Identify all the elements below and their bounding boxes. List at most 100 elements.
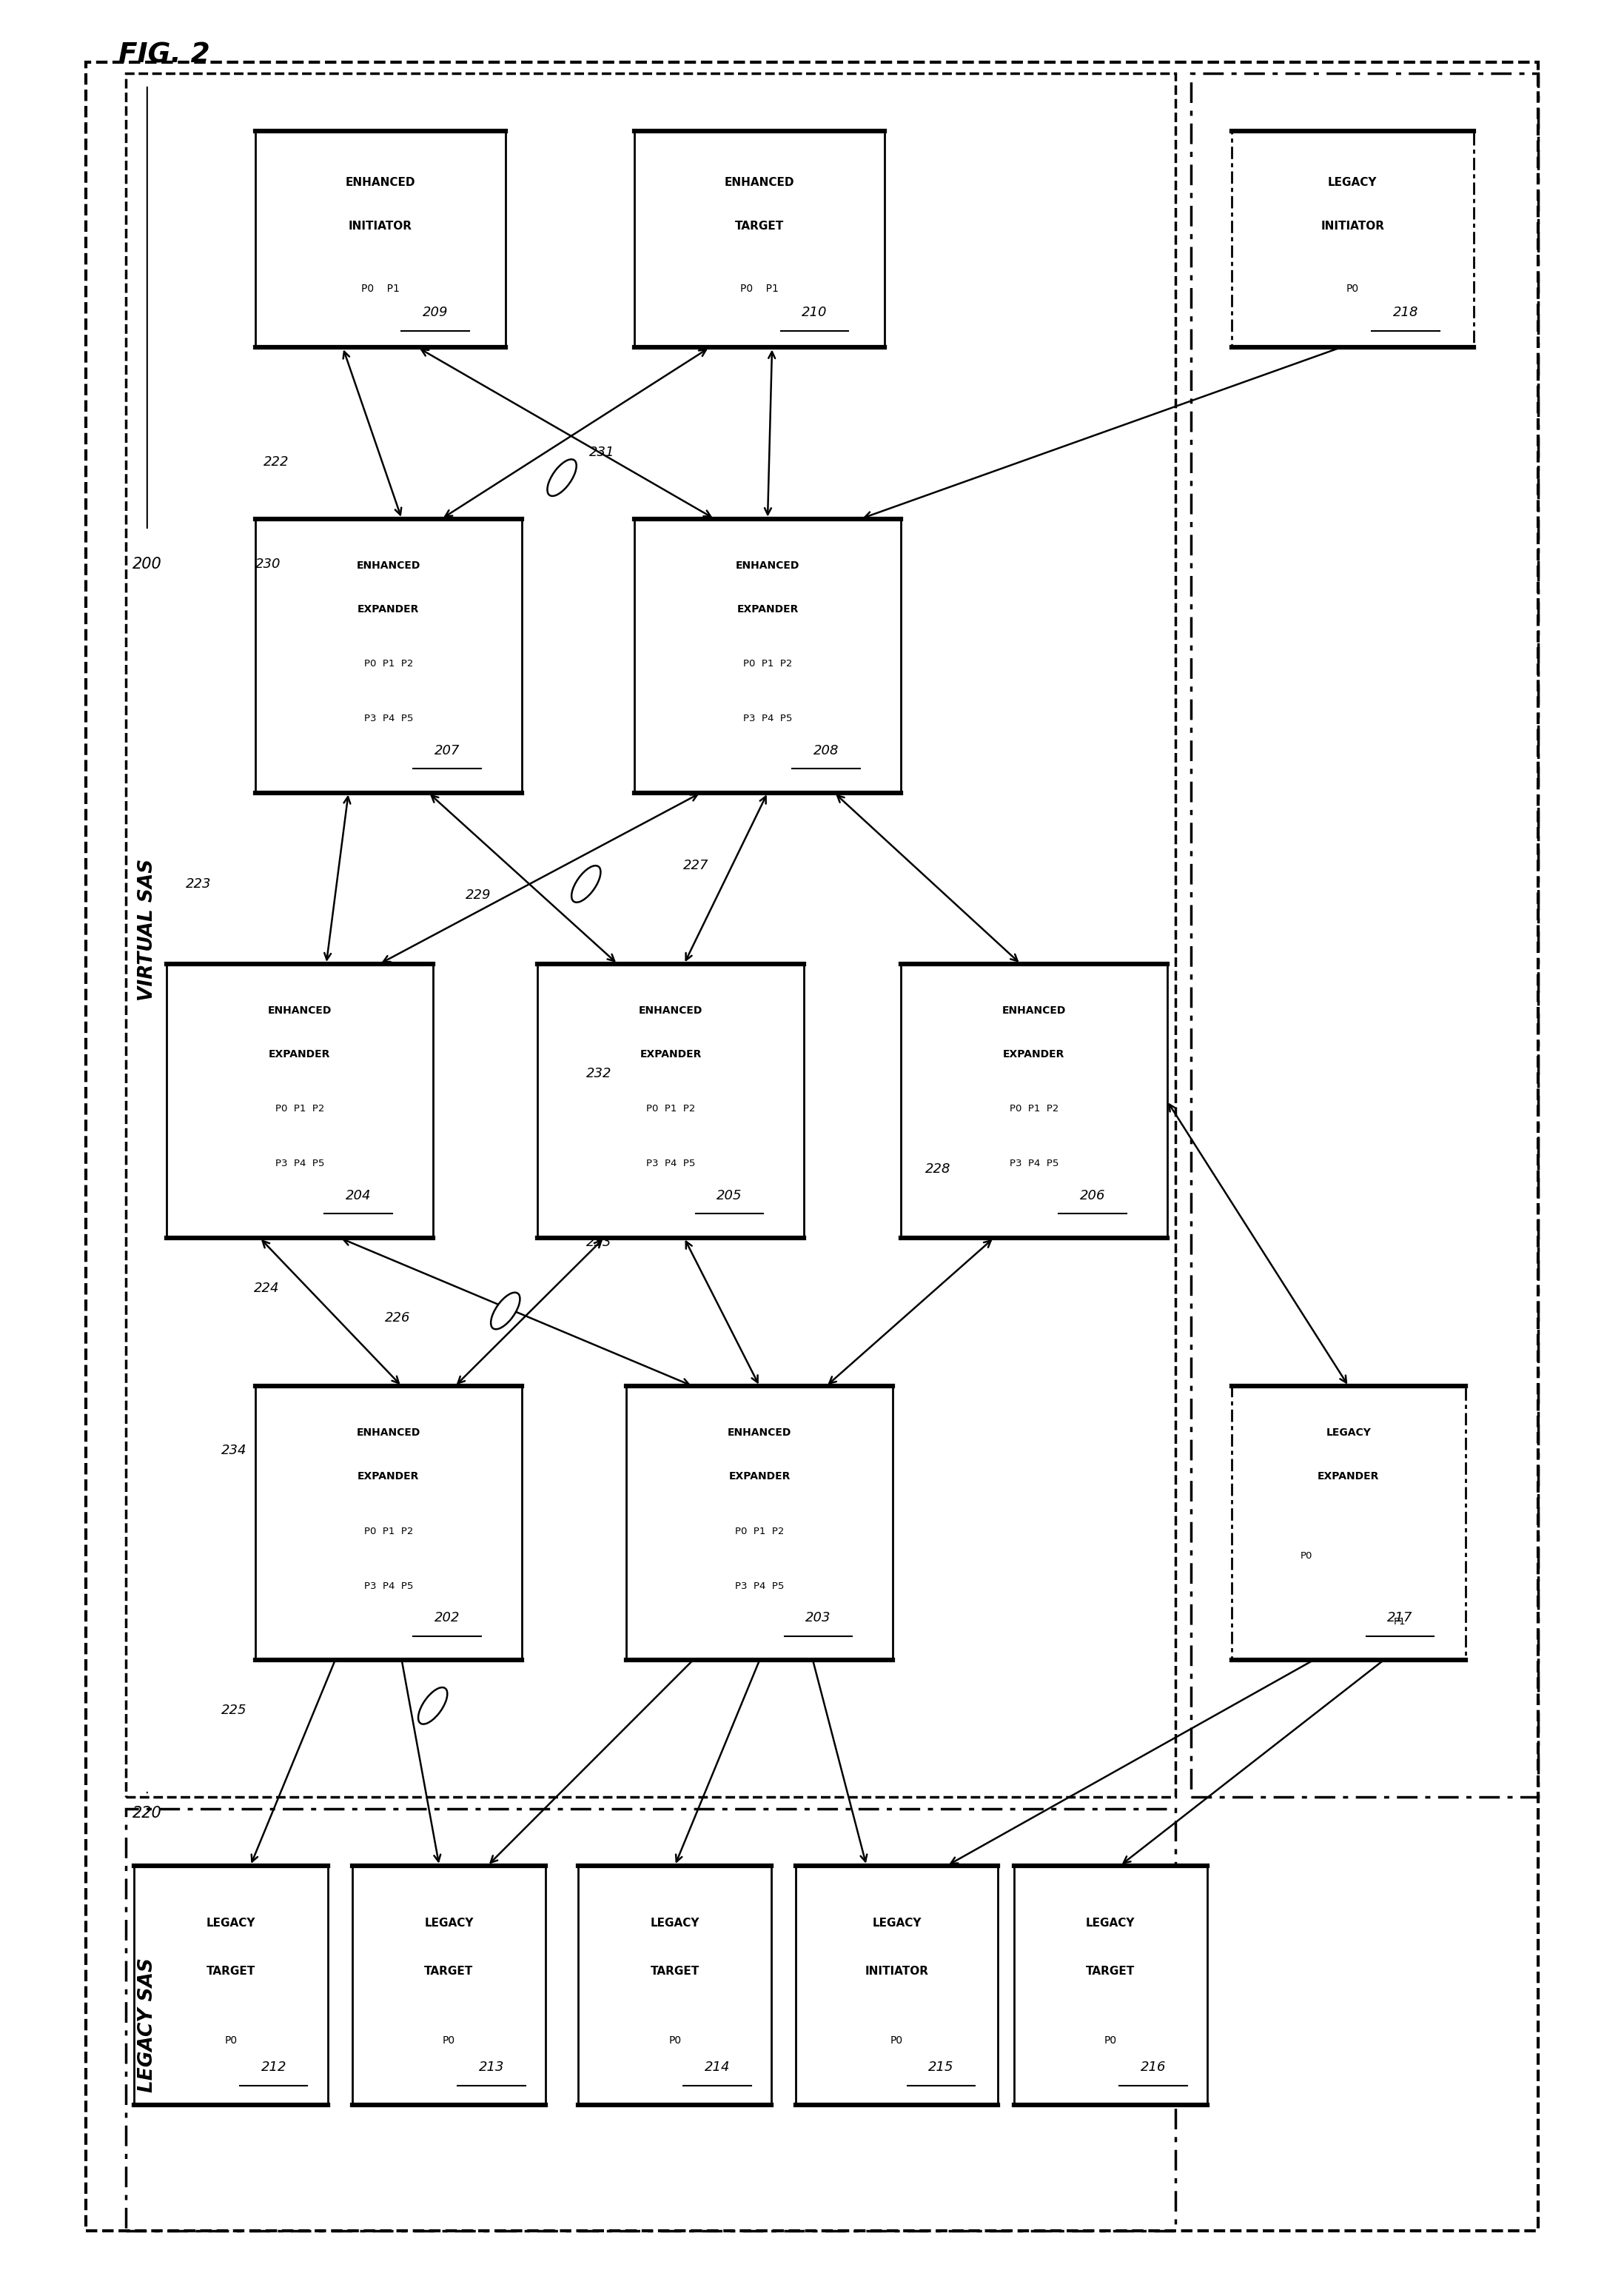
Text: P0: P0: [669, 2036, 680, 2045]
Text: P3  P4  P5: P3 P4 P5: [274, 1158, 325, 1169]
Text: 222: 222: [263, 454, 289, 468]
Text: 230: 230: [255, 557, 281, 571]
Text: LEGACY: LEGACY: [1327, 1429, 1371, 1438]
Text: 205: 205: [716, 1188, 742, 1202]
Text: P0    P1: P0 P1: [741, 284, 780, 294]
Text: LEGACY: LEGACY: [650, 1917, 700, 1928]
Text: LEGACY: LEGACY: [1086, 1917, 1135, 1928]
Bar: [635, 518, 901, 793]
Text: 214: 214: [705, 2061, 731, 2075]
Text: 224: 224: [253, 1282, 279, 1296]
Text: TARGET: TARGET: [206, 1965, 255, 1977]
Ellipse shape: [419, 1688, 447, 1724]
Text: P0: P0: [1301, 1550, 1312, 1562]
Text: FIG. 2: FIG. 2: [119, 41, 209, 69]
Text: 208: 208: [814, 743, 840, 757]
Text: P3  P4  P5: P3 P4 P5: [1010, 1158, 1059, 1169]
Text: 234: 234: [221, 1442, 247, 1456]
Bar: [578, 1867, 771, 2105]
Text: INITIATOR: INITIATOR: [349, 220, 412, 232]
Text: P0: P0: [890, 2036, 903, 2045]
Bar: [796, 1867, 997, 2105]
Text: 225: 225: [221, 1704, 247, 1717]
Text: ENHANCED: ENHANCED: [724, 177, 794, 188]
Text: 216: 216: [1140, 2061, 1166, 2075]
Bar: [1231, 1387, 1465, 1660]
Text: TARGET: TARGET: [650, 1965, 700, 1977]
Text: 223: 223: [187, 878, 211, 890]
Text: 218: 218: [1393, 305, 1419, 319]
Text: P0: P0: [224, 2036, 237, 2045]
Text: 231: 231: [590, 445, 615, 459]
Text: ENHANCED: ENHANCED: [268, 1004, 331, 1016]
Bar: [127, 73, 1176, 1798]
Text: EXPANDER: EXPANDER: [270, 1050, 331, 1059]
Ellipse shape: [490, 1293, 520, 1330]
Text: LEGACY SAS: LEGACY SAS: [138, 1958, 158, 2094]
Text: 227: 227: [684, 860, 708, 871]
Text: EXPANDER: EXPANDER: [1004, 1050, 1065, 1059]
Bar: [627, 1387, 893, 1660]
Text: INITIATOR: INITIATOR: [1320, 220, 1384, 232]
Text: TARGET: TARGET: [736, 220, 784, 232]
Text: 202: 202: [434, 1612, 460, 1623]
Text: P0: P0: [1104, 2036, 1117, 2045]
Text: P0  P1  P2: P0 P1 P2: [646, 1105, 695, 1114]
Text: 206: 206: [1080, 1188, 1106, 1202]
Text: LEGACY: LEGACY: [872, 1917, 921, 1928]
Text: 226: 226: [385, 1312, 409, 1325]
Text: P0  P1  P2: P0 P1 P2: [744, 658, 793, 670]
Text: 228: 228: [926, 1163, 950, 1176]
Bar: [352, 1867, 546, 2105]
Bar: [127, 1809, 1176, 2231]
Text: P0  P1  P2: P0 P1 P2: [274, 1105, 325, 1114]
Text: ENHANCED: ENHANCED: [638, 1004, 703, 1016]
Text: LEGACY: LEGACY: [424, 1917, 474, 1928]
Text: 207: 207: [434, 743, 460, 757]
Text: ENHANCED: ENHANCED: [736, 559, 799, 571]
Text: P0  P1  P2: P0 P1 P2: [364, 1527, 412, 1536]
Bar: [1231, 131, 1473, 349]
Bar: [255, 1387, 521, 1660]
Text: P0  P1  P2: P0 P1 P2: [364, 658, 412, 670]
Bar: [901, 963, 1168, 1238]
Text: 212: 212: [261, 2061, 286, 2075]
Bar: [255, 131, 505, 349]
Ellipse shape: [547, 459, 577, 495]
Text: 203: 203: [806, 1612, 831, 1623]
Text: 229: 229: [464, 890, 490, 901]
Text: LEGACY: LEGACY: [206, 1917, 255, 1928]
Text: EXPANDER: EXPANDER: [357, 603, 419, 615]
Text: 209: 209: [422, 305, 448, 319]
Text: EXPANDER: EXPANDER: [357, 1472, 419, 1481]
Text: 215: 215: [929, 2061, 953, 2075]
Text: P3  P4  P5: P3 P4 P5: [364, 713, 412, 725]
Bar: [255, 518, 521, 793]
Text: VIRTUAL SAS: VIRTUAL SAS: [138, 858, 158, 1000]
Bar: [167, 963, 432, 1238]
Text: ENHANCED: ENHANCED: [346, 177, 416, 188]
Text: 204: 204: [346, 1188, 370, 1202]
Text: EXPANDER: EXPANDER: [640, 1050, 702, 1059]
Text: P0  P1  P2: P0 P1 P2: [736, 1527, 784, 1536]
Text: 233: 233: [586, 1236, 612, 1250]
Bar: [1013, 1867, 1207, 2105]
Text: EXPANDER: EXPANDER: [1317, 1472, 1379, 1481]
Text: 232: 232: [586, 1066, 612, 1080]
Text: 220: 220: [133, 1805, 162, 1821]
Text: TARGET: TARGET: [1086, 1965, 1135, 1977]
Text: INITIATOR: INITIATOR: [866, 1965, 929, 1977]
Bar: [538, 963, 804, 1238]
Text: ENHANCED: ENHANCED: [356, 559, 421, 571]
Text: EXPANDER: EXPANDER: [737, 603, 799, 615]
Text: TARGET: TARGET: [424, 1965, 474, 1977]
Text: P1: P1: [1393, 1617, 1406, 1626]
Text: P0  P1  P2: P0 P1 P2: [1010, 1105, 1059, 1114]
Text: LEGACY: LEGACY: [1328, 177, 1377, 188]
Bar: [635, 131, 885, 349]
Text: 213: 213: [479, 2061, 505, 2075]
Text: P3  P4  P5: P3 P4 P5: [744, 713, 793, 725]
Text: P0    P1: P0 P1: [361, 284, 400, 294]
Ellipse shape: [572, 867, 601, 903]
Text: 200: 200: [133, 557, 162, 571]
